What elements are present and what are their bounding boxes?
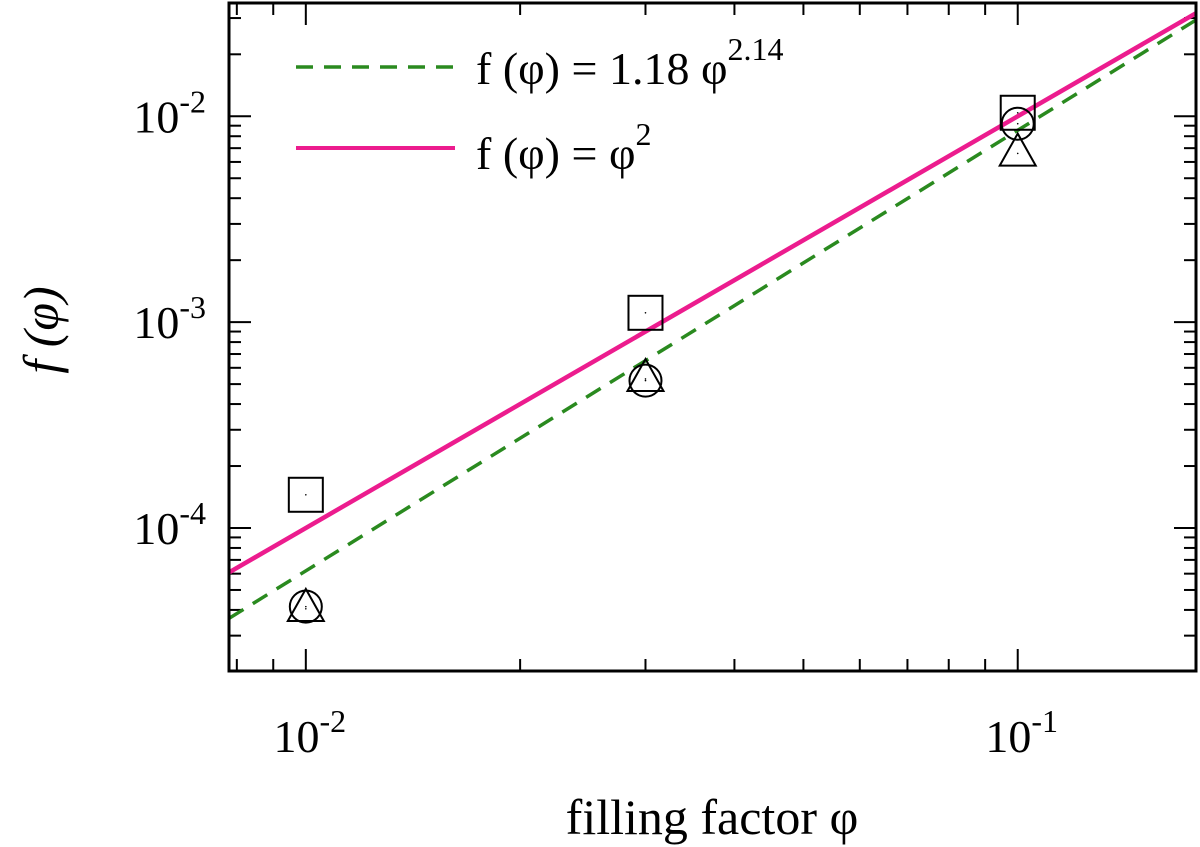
x-tick-label-1: 10-1 xyxy=(985,703,1058,762)
legend-label-phi-squared: f (φ) = φ2 xyxy=(476,116,652,179)
circle-marker-center-dot xyxy=(644,379,647,382)
circle-marker xyxy=(628,363,663,398)
square-marker-center-dot xyxy=(305,493,307,496)
data-markers xyxy=(286,94,1038,624)
legend: f (φ) = 1.18 φ2.14 f (φ) = φ2 xyxy=(296,31,784,179)
circle-marker-center-dot xyxy=(1016,122,1019,125)
triangle-marker xyxy=(625,357,666,393)
square-marker xyxy=(627,294,664,331)
plot-frame xyxy=(227,1,1198,673)
tick-marks xyxy=(229,3,1196,671)
legend-label-fit-2-14: f (φ) = 1.18 φ2.14 xyxy=(476,31,784,94)
tick-labels: 10-2 10-1 10-4 10-3 10-2 xyxy=(133,83,1058,762)
square-marker-center-dot xyxy=(644,312,647,314)
y-tick-label-0: 10-4 xyxy=(133,495,206,554)
triangle-marker xyxy=(286,586,326,622)
square-marker-center-dot xyxy=(1016,111,1019,114)
x-tick-label-0: 10-2 xyxy=(273,703,346,762)
circle-marker-center-dot xyxy=(305,605,307,608)
triangle-marker xyxy=(998,131,1038,167)
circle-marker xyxy=(1000,106,1035,141)
y-axis-label: f (φ) xyxy=(13,286,69,373)
plot-area xyxy=(229,11,1196,620)
triangle-marker-center-dot xyxy=(1016,152,1019,155)
y-tick-label-1: 10-3 xyxy=(133,289,206,348)
x-axis-label: filling factor φ xyxy=(566,789,859,845)
triangle-marker-center-dot xyxy=(305,608,307,610)
fit-line-1 xyxy=(229,11,1196,575)
square-marker xyxy=(287,476,324,513)
y-tick-label-2: 10-2 xyxy=(133,83,206,142)
square-marker xyxy=(999,94,1036,131)
triangle-marker-center-dot xyxy=(644,378,647,380)
fit-line-0 xyxy=(229,18,1196,620)
